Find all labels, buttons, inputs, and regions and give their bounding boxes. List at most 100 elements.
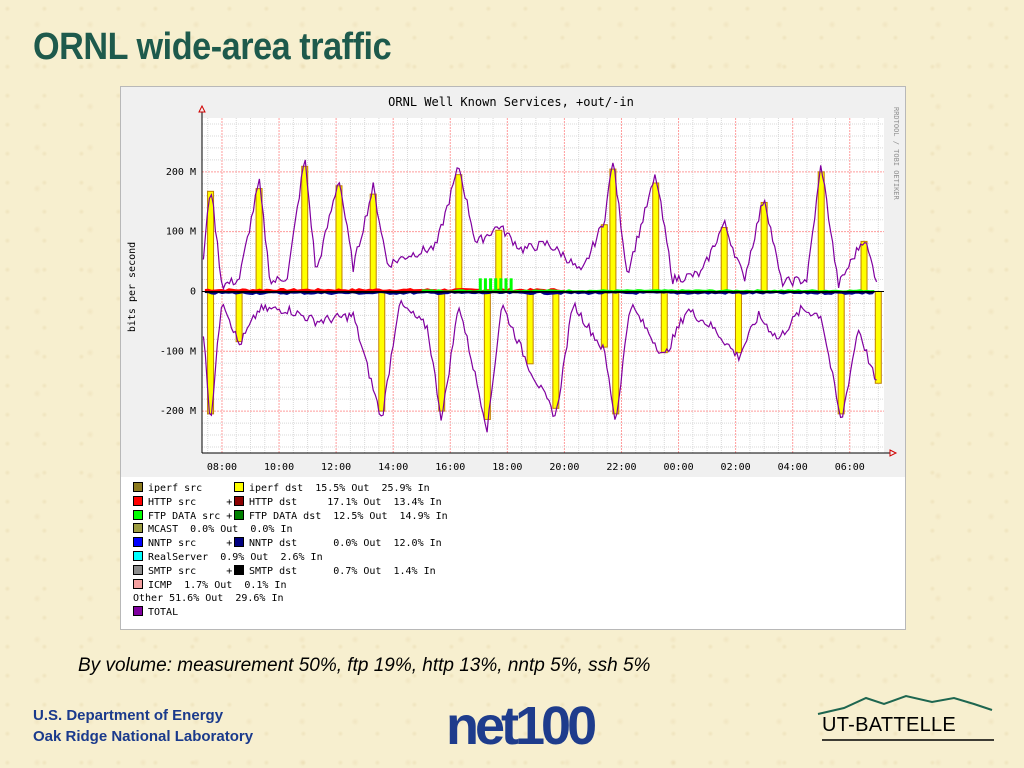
ftp-burst — [483, 278, 487, 292]
legend-entry: NNTP dst 0.0% Out 12.0% In — [234, 537, 442, 551]
legend-label: NNTP dst 0.0% Out 12.0% In — [249, 538, 442, 550]
iperf-spike — [255, 188, 263, 292]
iperf-spike — [760, 201, 768, 292]
y-tick-label: 200 M — [166, 167, 196, 178]
y-tick-label: 0 — [190, 286, 196, 297]
legend-row: MCAST 0.0% Out 0.0% In — [133, 523, 693, 537]
iperf-spike — [734, 290, 742, 354]
legend-entry: MCAST 0.0% Out 0.0% In — [133, 523, 293, 537]
legend-label: TOTAL — [148, 607, 179, 619]
legend-entry: iperf src — [133, 482, 202, 496]
legend-swatch — [234, 509, 244, 520]
x-axis-arrow — [889, 449, 898, 457]
ftp-band — [421, 289, 876, 292]
legend-row: HTTP src + HTTP dst 17.1% Out 13.4% In — [133, 495, 693, 510]
x-tick-label: 02:00 — [721, 462, 751, 473]
iperf-spike — [483, 290, 491, 420]
legend-row: Other 51.6% Out 29.6% In — [133, 592, 693, 606]
iperf-spike — [612, 290, 620, 415]
iperf-spike — [609, 168, 617, 292]
iperf-spike — [817, 171, 825, 292]
ftp-burst — [494, 278, 498, 292]
chart-legend: iperf src iperf dst 15.5% Out 25.9% In HTT… — [133, 482, 693, 620]
iperf-spike — [552, 290, 560, 409]
iperf-spike — [600, 290, 608, 348]
legend-entry: FTP DATA src + — [133, 509, 233, 524]
legend-entry: FTP DATA dst 12.5% Out 14.9% In — [234, 509, 448, 524]
footer-organization: U.S. Department of Energy Oak Ridge Nati… — [33, 705, 253, 747]
ftp-burst — [499, 278, 503, 292]
legend-swatch — [234, 495, 244, 506]
plot-area — [202, 118, 884, 453]
iperf-spike — [874, 290, 882, 384]
legend-swatch — [133, 550, 143, 561]
legend-label: HTTP src + — [148, 496, 233, 508]
legend-entry: HTTP dst 17.1% Out 13.4% In — [234, 495, 442, 510]
traffic-chart: ORNL Well Known Services, +out/-in bits … — [120, 86, 906, 630]
legend-swatch — [133, 482, 143, 492]
iperf-spike — [660, 290, 668, 354]
legend-row: SMTP src + SMTP dst 0.7% Out 1.4% In — [133, 564, 693, 579]
x-tick-label: 04:00 — [778, 462, 808, 473]
iperf-spike — [837, 290, 845, 415]
iperf-spike — [438, 290, 446, 412]
iperf-spike — [526, 290, 534, 365]
legend-swatch — [133, 578, 143, 589]
legend-row: RealServer 0.9% Out 2.6% In — [133, 550, 693, 565]
legend-label: FTP DATA dst 12.5% Out 14.9% In — [249, 510, 448, 522]
ftp-burst — [478, 278, 482, 292]
iperf-spike — [335, 185, 343, 292]
legend-label: HTTP dst 17.1% Out 13.4% In — [249, 496, 442, 508]
legend-entry: ICMP 1.7% Out 0.1% In — [133, 578, 287, 593]
legend-swatch — [133, 509, 143, 520]
ftp-burst — [504, 278, 508, 292]
ut-battelle-logo — [817, 694, 994, 741]
legend-swatch — [133, 537, 143, 548]
legend-label: ICMP 1.7% Out 0.1% In — [148, 579, 287, 591]
legend-swatch — [234, 564, 244, 575]
legend-label: iperf src — [148, 483, 203, 494]
x-tick-label: 20:00 — [549, 462, 579, 473]
volume-caption: By volume: measurement 50%, ftp 19%, htt… — [78, 655, 651, 676]
y-tick-label: -200 M — [160, 406, 196, 417]
legend-entry: Other 51.6% Out 29.6% In — [133, 592, 284, 606]
rrdtool-credit: RRDTOOL / TOBI OETIKER — [892, 107, 900, 201]
x-tick-label: 22:00 — [606, 462, 636, 473]
iperf-spike — [369, 193, 377, 292]
ftp-burst — [509, 278, 513, 292]
y-tick-label: -100 M — [160, 346, 196, 357]
footer-ornl: Oak Ridge National Laboratory — [33, 728, 254, 745]
smtp-band — [204, 292, 876, 294]
legend-row: NNTP src + NNTP dst 0.0% Out 12.0% In — [133, 537, 693, 551]
iperf-spike — [652, 182, 660, 292]
x-tick-label: 16:00 — [435, 462, 465, 473]
legend-swatch — [133, 523, 143, 534]
legend-swatch — [133, 495, 143, 506]
legend-row: iperf src iperf dst 15.5% Out 25.9% In — [133, 482, 693, 496]
legend-label: Other 51.6% Out 29.6% In — [133, 593, 284, 605]
data-series — [202, 159, 882, 433]
legend-entry: HTTP src + — [133, 495, 233, 510]
x-tick-label: 12:00 — [321, 462, 351, 473]
legend-swatch — [133, 564, 143, 575]
iperf-spike — [235, 290, 243, 343]
legend-entry: SMTP dst 0.7% Out 1.4% In — [234, 564, 436, 579]
legend-label: iperf dst 15.5% Out 25.9% In — [249, 483, 430, 494]
total-out-line — [202, 159, 878, 291]
iperf-spike — [600, 224, 608, 292]
legend-entry: NNTP src + — [133, 537, 232, 551]
legend-swatch — [234, 482, 244, 492]
axes: 200 M 100 M 0 -100 M -200 M 08:00 10:00 12:00 14… — [160, 104, 898, 473]
legend-entry: TOTAL — [133, 606, 178, 620]
slide-title: ORNL wide-area traffic — [33, 26, 392, 68]
x-tick-label: 10:00 — [264, 462, 294, 473]
y-axis-arrow — [198, 104, 206, 113]
legend-label: FTP DATA src + — [148, 510, 233, 522]
legend-entry: iperf dst 15.5% Out 25.9% In — [234, 482, 430, 496]
legend-label: SMTP dst 0.7% Out 1.4% In — [249, 565, 436, 577]
x-tick-label: 18:00 — [492, 462, 522, 473]
x-tick-label: 14:00 — [378, 462, 408, 473]
ftp-burst — [489, 278, 493, 292]
legend-entry: SMTP src + — [133, 564, 232, 579]
iperf-spike — [455, 174, 463, 292]
